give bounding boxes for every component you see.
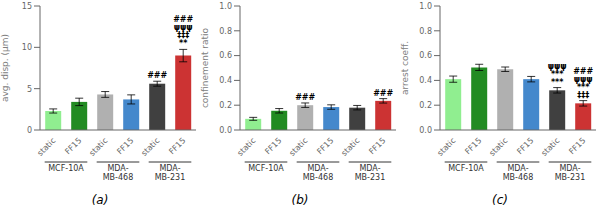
- svg-text:static: static: [236, 136, 258, 158]
- svg-text:FF15: FF15: [263, 136, 283, 156]
- svg-text:0.4: 0.4: [219, 76, 232, 85]
- svg-text:FF15: FF15: [115, 136, 135, 156]
- svg-text:0.8: 0.8: [219, 27, 232, 36]
- svg-text:0.8: 0.8: [419, 27, 432, 36]
- svg-text:static: static: [140, 136, 162, 158]
- svg-text:avg. disp. (μm): avg. disp. (μm): [8, 34, 10, 102]
- svg-text:FF15: FF15: [567, 136, 587, 156]
- svg-text:0.6: 0.6: [419, 51, 432, 60]
- html-text:(b): (b): [291, 193, 309, 207]
- svg-text:confinement ratio: confinement ratio: [200, 27, 210, 108]
- svg-text:FF15: FF15: [315, 136, 335, 156]
- svg-text:0.0: 0.0: [419, 126, 432, 135]
- svg-text:###: ###: [147, 71, 167, 80]
- html-text:(c): (c): [492, 193, 508, 207]
- svg-text:MCF-10A: MCF-10A: [48, 164, 84, 173]
- svg-text:static: static: [488, 136, 510, 158]
- svg-text:MDA-MB-231: MDA-MB-231: [155, 164, 186, 182]
- svg-text:static: static: [288, 136, 310, 158]
- svg-text:1.0: 1.0: [219, 2, 232, 11]
- svg-text:###ψψψ‡‡‡**: ###ψψψ‡‡‡**: [173, 15, 193, 48]
- svg-text:0.2: 0.2: [419, 101, 432, 110]
- svg-text:static: static: [340, 136, 362, 158]
- html-text:(a): (a): [91, 193, 109, 207]
- svg-text:MCF-10A: MCF-10A: [448, 164, 484, 173]
- svg-text:10: 10: [22, 43, 32, 52]
- svg-text:arrest coeff.: arrest coeff.: [400, 41, 410, 95]
- svg-text:MDA-MB-468: MDA-MB-468: [503, 164, 534, 182]
- svg-text:FF15: FF15: [63, 136, 83, 156]
- svg-text:FF15: FF15: [367, 136, 387, 156]
- svg-text:0.0: 0.0: [219, 126, 232, 135]
- svg-text:static: static: [36, 136, 58, 158]
- svg-text:15: 15: [22, 2, 32, 11]
- svg-text:5: 5: [27, 85, 32, 94]
- svg-text:FF15: FF15: [167, 136, 187, 156]
- svg-text:MCF-10A: MCF-10A: [248, 164, 284, 173]
- svg-text:MDA-MB-231: MDA-MB-231: [555, 164, 586, 182]
- svg-text:FF15: FF15: [515, 136, 535, 156]
- svg-text:0.4: 0.4: [419, 76, 432, 85]
- svg-text:static: static: [436, 136, 458, 158]
- svg-text:ψψψ******: ψψψ******: [548, 62, 567, 87]
- svg-text:###: ###: [373, 89, 393, 98]
- svg-text:MDA-MB-468: MDA-MB-468: [303, 164, 334, 182]
- svg-text:0.6: 0.6: [219, 51, 232, 60]
- svg-text:FF15: FF15: [463, 136, 483, 156]
- svg-text:static: static: [540, 136, 562, 158]
- svg-text:###: ###: [295, 93, 315, 102]
- svg-text:###ψψψ***‡‡‡: ###ψψψ***‡‡‡: [573, 67, 592, 100]
- svg-text:static: static: [88, 136, 110, 158]
- svg-text:1.0: 1.0: [419, 2, 432, 11]
- svg-text:0: 0: [27, 126, 32, 135]
- svg-text:MDA-MB-468: MDA-MB-468: [103, 164, 134, 182]
- svg-text:MDA-MB-231: MDA-MB-231: [355, 164, 386, 182]
- svg-text:0.2: 0.2: [219, 101, 232, 110]
